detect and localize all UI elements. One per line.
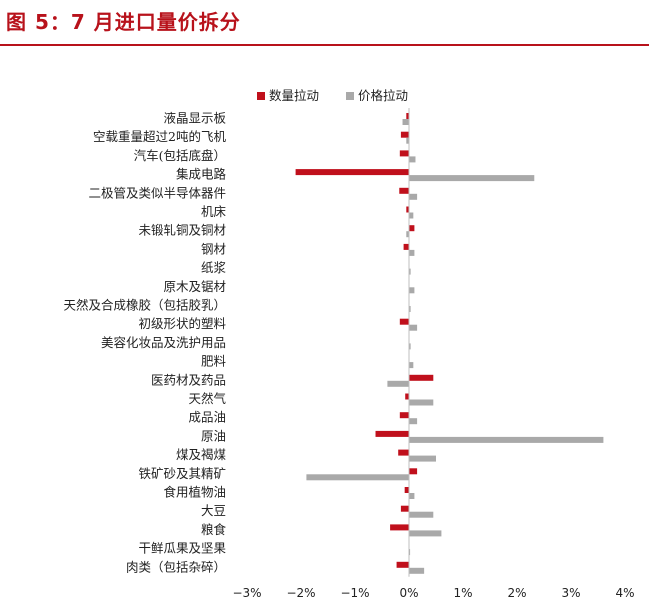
volume-bar-21 [400, 505, 409, 512]
figure-title: 图 5：7 月进口量价拆分 [6, 10, 241, 34]
x-tick-label: 4% [615, 586, 634, 600]
category-label: 空载重量超过2吨的飞机 [93, 129, 226, 144]
category-label: 原木及锯材 [163, 279, 226, 294]
category-label: 大豆 [201, 503, 226, 518]
price-bar-8 [409, 268, 411, 275]
x-tick-label: 2% [507, 586, 526, 600]
category-label: 集成电路 [176, 167, 227, 182]
price-bar-24 [409, 567, 425, 574]
category-label: 纸浆 [201, 260, 227, 275]
price-bar-21 [409, 511, 434, 518]
category-label: 粮食 [201, 522, 227, 537]
price-bar-20 [409, 493, 415, 499]
category-label: 铁矿砂及其精矿 [138, 466, 226, 481]
price-bar-2 [409, 156, 416, 163]
category-label: 初级形状的塑料 [138, 316, 226, 331]
x-tick-label: −3% [232, 586, 261, 600]
category-label: 煤及褐煤 [176, 447, 227, 462]
price-bar-18 [409, 455, 436, 462]
volume-bar-4 [399, 187, 409, 194]
volume-bar-14 [409, 374, 434, 381]
volume-bar-11 [399, 318, 409, 325]
volume-bar-17 [375, 430, 409, 437]
volume-bar-6 [409, 225, 415, 232]
category-label: 天然及合成橡胶（包括胶乳） [63, 298, 226, 313]
volume-bar-1 [400, 131, 409, 138]
price-bar-22 [409, 530, 442, 537]
volume-bar-20 [404, 487, 409, 493]
price-bar-17 [409, 436, 604, 443]
category-label: 液晶显示板 [163, 111, 226, 126]
category-label: 肉类（包括杂碎） [126, 559, 226, 574]
volume-bar-15 [405, 393, 409, 400]
category-label: 肥料 [201, 354, 227, 369]
price-bar-7 [409, 249, 415, 256]
category-label: 食用植物油 [163, 485, 226, 500]
price-bar-10 [409, 306, 411, 312]
price-bar-23 [409, 549, 411, 556]
price-bar-19 [306, 474, 409, 481]
category-label: 机床 [201, 204, 227, 219]
x-tick-label: −2% [286, 586, 315, 600]
legend-label-0: 数量拉动 [269, 88, 319, 103]
price-bar-13 [409, 362, 414, 369]
legend: 数量拉动 价格拉动 [257, 88, 408, 103]
volume-bar-19 [409, 468, 418, 475]
category-label: 未锻轧铜及铜材 [138, 223, 226, 238]
volume-bar-16 [399, 412, 409, 419]
volume-bar-5 [406, 206, 409, 213]
x-tick-label: −1% [340, 586, 369, 600]
volume-bar-3 [295, 169, 409, 176]
price-bar-12 [409, 343, 411, 350]
bars-group [295, 113, 604, 574]
legend-swatch-1 [346, 92, 354, 100]
price-bar-3 [409, 175, 535, 182]
volume-bar-18 [398, 449, 409, 456]
category-label: 钢材 [201, 241, 226, 256]
price-bar-1 [406, 137, 409, 144]
x-tick-label: 0% [399, 586, 418, 600]
category-label: 二极管及类似半导体器件 [88, 185, 226, 200]
price-bar-11 [409, 324, 418, 331]
price-bar-16 [409, 418, 418, 425]
legend-swatch-0 [257, 92, 265, 100]
category-label: 美容化妆品及洗护用品 [101, 335, 226, 350]
price-bar-9 [409, 287, 415, 294]
price-bar-14 [387, 380, 409, 387]
category-label: 医药材及药品 [151, 372, 226, 387]
category-label: 干鲜瓜果及坚果 [138, 541, 226, 556]
legend-label-1: 价格拉动 [358, 88, 408, 103]
price-bar-15 [409, 399, 434, 406]
x-tick-label: 3% [561, 586, 580, 600]
category-label: 天然气 [188, 391, 226, 406]
x-tick-labels: −3% −2% −1% 0% 1% 2% 3% 4% [232, 586, 634, 600]
x-tick-label: 1% [453, 586, 472, 600]
category-label: 原油 [201, 428, 226, 443]
volume-bar-24 [396, 561, 409, 568]
title-rule [0, 44, 649, 46]
volume-bar-7 [403, 243, 409, 250]
price-bar-6 [406, 231, 409, 238]
price-bar-5 [409, 212, 414, 219]
category-label: 成品油 [188, 410, 226, 425]
volume-bar-0 [406, 113, 409, 119]
category-label: 汽车(包括底盘） [134, 148, 226, 163]
volume-bar-22 [390, 524, 409, 531]
price-bar-0 [402, 119, 409, 125]
price-bar-4 [409, 193, 418, 200]
volume-bar-2 [399, 150, 409, 157]
